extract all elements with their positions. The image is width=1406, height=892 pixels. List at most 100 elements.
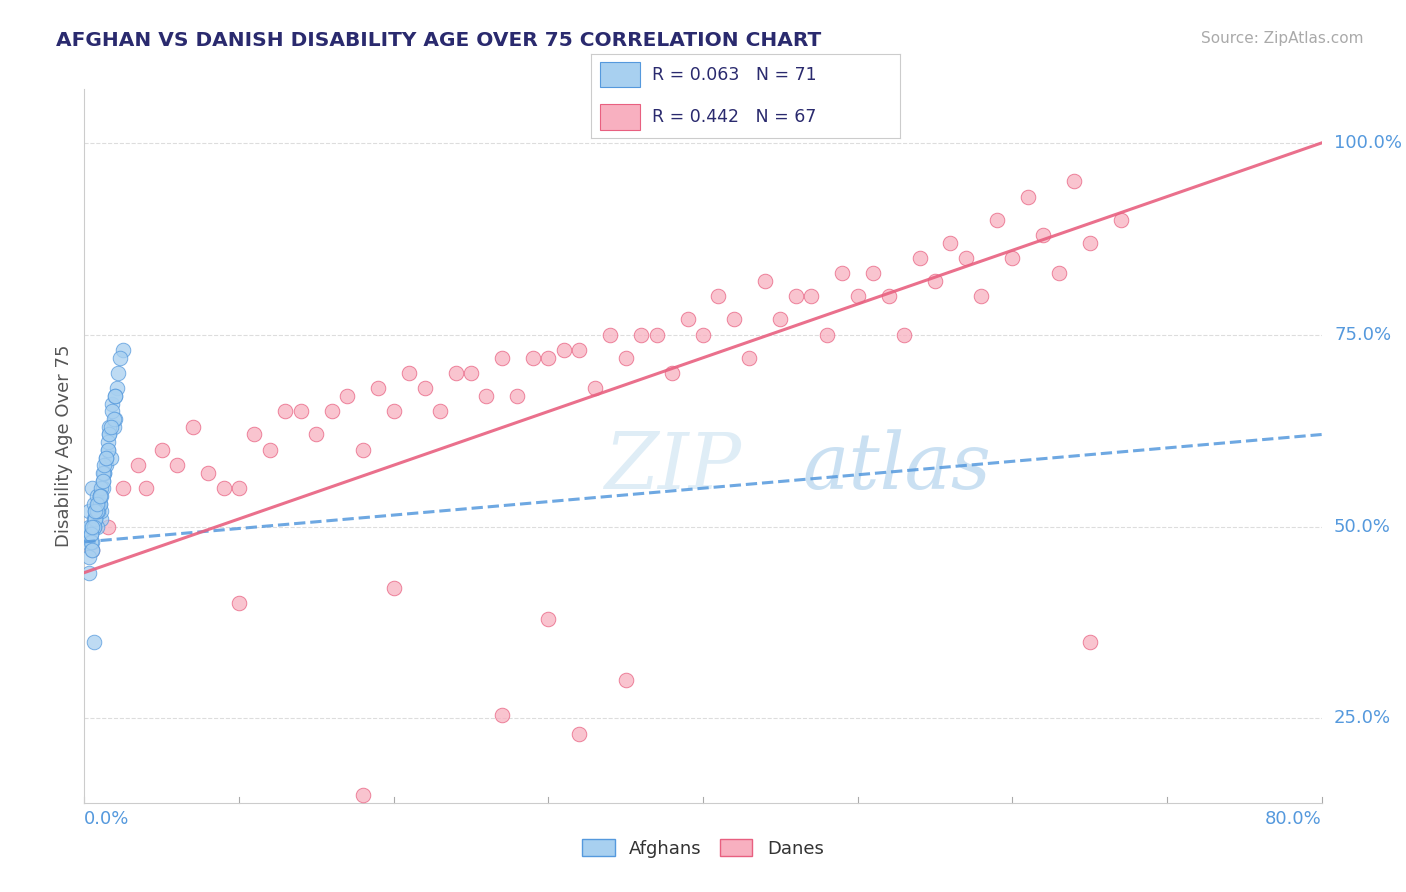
Text: 75.0%: 75.0% (1334, 326, 1391, 343)
Point (103, 412, 125, 426)
Point (382, 581, 405, 595)
Point (599, 327, 621, 342)
Point (150, 442, 173, 457)
Point (101, 404, 124, 418)
Point (645, 327, 668, 342)
Point (970, 289, 993, 303)
Point (91, 466, 114, 480)
Point (553, 343, 575, 357)
Point (86, 519, 108, 533)
Point (82, 481, 104, 495)
Point (87, 504, 110, 518)
Point (86, 497, 108, 511)
Point (568, 727, 591, 741)
Point (290, 404, 312, 418)
Point (1078, 634, 1101, 648)
Point (96, 442, 118, 457)
Point (568, 343, 591, 357)
Text: Source: ZipAtlas.com: Source: ZipAtlas.com (1201, 31, 1364, 46)
Point (336, 389, 359, 403)
Point (77, 519, 100, 533)
Point (89, 497, 111, 511)
Point (352, 442, 374, 457)
Point (630, 327, 652, 342)
Text: 80.0%: 80.0% (1265, 811, 1322, 829)
Point (614, 351, 637, 365)
Text: AFGHAN VS DANISH DISABILITY AGE OVER 75 CORRELATION CHART: AFGHAN VS DANISH DISABILITY AGE OVER 75 … (56, 31, 821, 50)
Point (90, 481, 112, 495)
Point (82, 519, 104, 533)
Point (89, 489, 111, 503)
Point (955, 251, 977, 265)
Point (112, 481, 135, 495)
Point (104, 412, 127, 426)
Point (112, 343, 135, 357)
Point (491, 351, 513, 365)
Point (908, 251, 931, 265)
Text: 25.0%: 25.0% (1334, 709, 1391, 727)
Point (692, 327, 714, 342)
Point (84, 504, 107, 518)
Point (877, 289, 900, 303)
Text: atlas: atlas (801, 429, 991, 506)
Point (83, 634, 105, 648)
Point (1032, 227, 1054, 242)
Point (101, 397, 124, 411)
Point (84, 512, 107, 526)
Text: R = 0.063   N = 71: R = 0.063 N = 71 (652, 66, 817, 84)
Point (491, 707, 513, 722)
Point (108, 351, 131, 365)
Point (259, 442, 281, 457)
Point (197, 466, 219, 480)
Point (707, 289, 730, 303)
Point (738, 351, 761, 365)
Point (815, 327, 838, 342)
Point (1017, 189, 1039, 203)
Point (84, 512, 107, 526)
Point (212, 481, 235, 495)
Point (79, 527, 101, 541)
Point (79, 519, 101, 533)
Point (1001, 251, 1024, 265)
Point (86, 504, 108, 518)
Point (1063, 174, 1085, 188)
Point (104, 389, 127, 403)
Point (77, 550, 100, 565)
Text: R = 0.442   N = 67: R = 0.442 N = 67 (652, 108, 817, 126)
Point (86, 504, 108, 518)
Point (986, 212, 1008, 227)
Point (846, 289, 869, 303)
Point (398, 366, 420, 380)
Point (460, 366, 482, 380)
Point (91, 474, 114, 488)
Point (537, 612, 560, 626)
Point (96, 435, 118, 450)
Point (382, 404, 405, 418)
Point (93, 466, 115, 480)
Bar (600, 104, 640, 130)
Point (84, 504, 107, 518)
Point (100, 419, 122, 434)
Point (429, 404, 451, 418)
Point (87, 497, 110, 511)
Point (831, 266, 853, 280)
Point (90, 512, 112, 526)
Point (84, 512, 107, 526)
Point (82, 535, 104, 549)
Point (98, 427, 121, 442)
Point (785, 289, 807, 303)
Point (82, 542, 104, 557)
Point (506, 389, 529, 403)
Text: 50.0%: 50.0% (1334, 517, 1391, 535)
Point (522, 351, 544, 365)
Point (181, 419, 204, 434)
Point (166, 458, 188, 473)
Point (135, 481, 157, 495)
Point (94, 450, 117, 465)
Point (352, 788, 374, 802)
Point (83, 512, 105, 526)
Point (924, 274, 946, 288)
Point (98, 427, 121, 442)
Point (90, 489, 112, 503)
Point (91, 481, 114, 495)
